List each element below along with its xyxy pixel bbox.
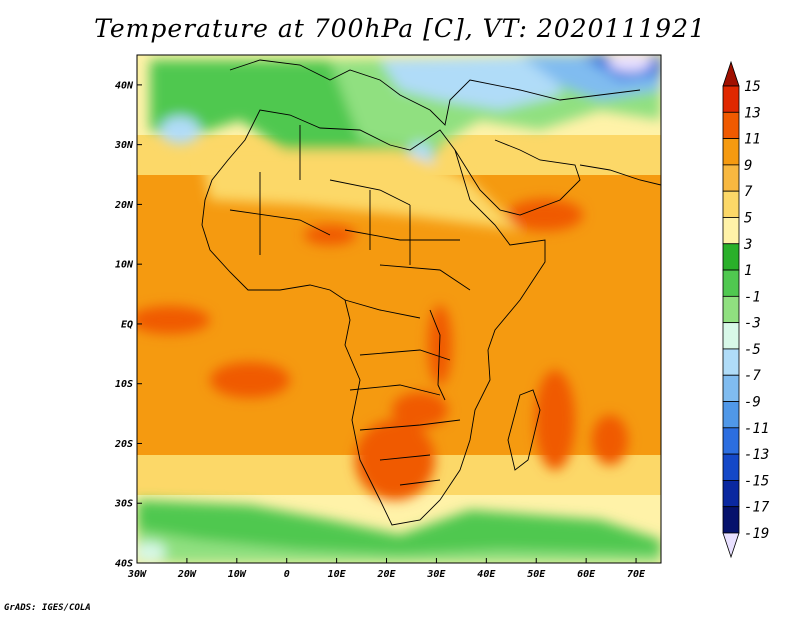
- lat-tick-label: EQ: [121, 319, 133, 330]
- map-title: Temperature at 700hPa [C], VT: 202011192…: [94, 14, 706, 43]
- colorbar-label: -15: [744, 473, 769, 489]
- colorbar-label: -13: [744, 447, 769, 463]
- lat-tick-label: 40N: [115, 80, 134, 91]
- colorbar-label: -11: [744, 421, 769, 437]
- colorbar-label: -9: [744, 395, 761, 411]
- lon-tick-label: 40E: [477, 569, 496, 580]
- colorbar-swatch: [722, 427, 740, 455]
- lat-tick-label: 10N: [115, 260, 134, 271]
- colorbar-label: 3: [743, 237, 752, 253]
- latitude-axis: 40N 30N 20N 10N EQ 10S 20S 30S 40S: [114, 80, 142, 570]
- colorbar-label: 11: [744, 132, 761, 148]
- colorbar-swatch: [722, 217, 740, 245]
- colorbar-label: -5: [744, 342, 761, 358]
- lon-tick-label: 30E: [426, 569, 446, 580]
- colorbar-swatch: [722, 190, 740, 218]
- lat-tick-label: 20S: [114, 439, 133, 450]
- colorbar-label: -1: [744, 289, 761, 305]
- lat-tick-label: 20N: [114, 200, 134, 211]
- grads-credit: GrADS: IGES/COLA: [4, 603, 91, 613]
- lon-tick-label: 50E: [527, 569, 546, 580]
- temperature-field: [137, 55, 661, 563]
- lat-tick-label: 30S: [114, 499, 133, 510]
- colorbar-swatch: [722, 374, 740, 402]
- colorbar-label: 5: [744, 210, 752, 226]
- colorbar-label: 15: [744, 79, 761, 95]
- colorbar-label: -19: [744, 526, 769, 542]
- lat-tick-label: 30N: [114, 140, 134, 151]
- lat-tick-label: 40S: [115, 559, 133, 570]
- colorbar-label: 9: [744, 158, 752, 174]
- plot-frame: [136, 54, 662, 564]
- colorbar-swatch: [722, 322, 740, 350]
- lon-tick-label: 0: [284, 569, 290, 580]
- lat-tick-label: 10S: [115, 379, 133, 390]
- colorbar-swatch: [722, 138, 740, 166]
- colorbar-label: -17: [744, 500, 770, 516]
- colorbar-swatch: [722, 532, 740, 559]
- lon-tick-label: 30W: [127, 569, 147, 580]
- colorbar-swatch: [722, 401, 740, 429]
- colorbar-swatch: [722, 60, 740, 87]
- lon-tick-label: 20W: [177, 569, 197, 580]
- colorbar-swatch: [722, 243, 740, 271]
- colorbar-swatch: [722, 295, 740, 324]
- lon-tick-label: 20E: [376, 569, 396, 580]
- colorbar-swatch: [722, 269, 740, 297]
- colorbar-swatch: [722, 480, 740, 508]
- colorbar-swatch: [722, 164, 740, 192]
- colorbar-swatch: [722, 348, 740, 376]
- colorbar-swatch: [722, 453, 740, 481]
- lon-tick-label: 10W: [228, 569, 247, 580]
- colorbar-swatch: [722, 111, 740, 139]
- coastlines: [201, 59, 661, 526]
- colorbar-swatch: [722, 506, 740, 534]
- colorbar-swatch: [722, 85, 740, 113]
- colorbar-label: 13: [744, 105, 761, 121]
- colorbar-label: 1: [744, 263, 752, 279]
- lon-tick-label: 60E: [577, 569, 596, 580]
- colorbar-label: -7: [744, 368, 761, 384]
- colorbar: 15 13 11 9 7 5 3 1 -1 -3 -5 -7 -9 -11 -13 -15 -17 -19: [722, 60, 770, 559]
- longitude-axis: 30W 20W 10W 0 10E 20E 30E 40E 50E 60E 70E: [127, 558, 646, 580]
- colorbar-label: -3: [744, 316, 761, 332]
- colorbar-label: 7: [744, 184, 753, 200]
- lon-tick-label: 10E: [328, 569, 347, 580]
- lon-tick-label: 70E: [627, 569, 646, 580]
